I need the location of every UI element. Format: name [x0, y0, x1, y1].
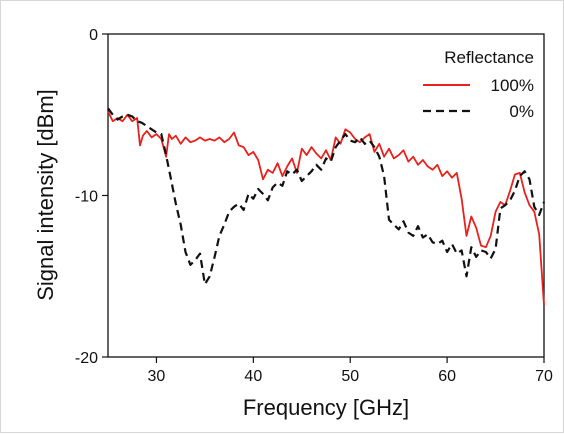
- series-layer: [107, 107, 546, 306]
- legend-label-0-percent: 0%: [509, 102, 534, 121]
- plot-area-frame: [107, 33, 545, 358]
- y-axis-title: Signal intensity [dBm]: [33, 89, 58, 301]
- x-tick-label: 60: [438, 368, 456, 385]
- x-axis-title: Frequency [GHz]: [243, 395, 409, 420]
- x-tick-label: 70: [535, 368, 553, 385]
- y-tick-label: -20: [75, 350, 98, 367]
- legend-title: Reflectance: [444, 48, 534, 67]
- series-line-0-percent: [107, 107, 546, 286]
- x-tick-label: 50: [341, 368, 359, 385]
- x-tick-label: 30: [148, 368, 166, 385]
- ticks-layer: 30 40 50 60 70 0 -10 -20: [75, 27, 553, 385]
- legend: Reflectance 100% 0%: [423, 48, 534, 121]
- y-tick-label: -10: [75, 189, 98, 206]
- legend-label-100-percent: 100%: [491, 76, 534, 95]
- series-line-100-percent: [107, 111, 545, 306]
- y-tick-label: 0: [89, 27, 98, 44]
- x-tick-label: 40: [244, 368, 262, 385]
